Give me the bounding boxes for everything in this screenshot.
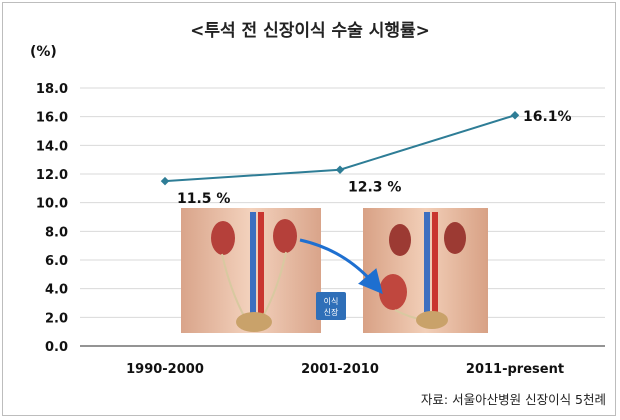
x-tick-label: 2011-present: [466, 362, 564, 377]
data-label: 12.3 %: [348, 180, 401, 196]
x-tick-label: 1990-2000: [126, 362, 204, 377]
data-label: 11.5 %: [177, 191, 230, 207]
y-tick-label: 8.0: [45, 225, 68, 240]
data-point: [160, 176, 170, 186]
x-tick-label: 2001-2010: [301, 362, 379, 377]
x-tick-labels: 1990-2000 2001-2010 2011-present: [126, 362, 564, 377]
y-tick-label: 18.0: [36, 82, 68, 97]
y-tick-label: 14.0: [36, 139, 68, 154]
callout-label-line1: 이식: [324, 296, 339, 306]
series-layer: 11.5 % 12.3 % 16.1%: [160, 109, 572, 207]
source-note: 자료: 서울아산병원 신장이식 5천례: [420, 392, 606, 407]
kidney-transplant-illustration: 이식 신장: [181, 208, 488, 333]
y-tick-labels: 0.0 2.0 4.0 6.0 8.0 10.0 12.0 14.0 16.0 18.0: [36, 82, 68, 355]
y-tick-label: 10.0: [36, 197, 68, 212]
data-point: [510, 110, 520, 120]
chart-frame: [2, 2, 616, 416]
y-tick-label: 6.0: [45, 254, 68, 269]
y-tick-label: 4.0: [45, 283, 68, 298]
y-tick-label: 0.0: [45, 340, 68, 355]
callout-label-line2: 신장: [324, 307, 339, 317]
data-label: 16.1%: [523, 109, 572, 125]
y-axis-unit: (%): [30, 44, 57, 60]
y-tick-label: 2.0: [45, 311, 68, 326]
chart-title: <투석 전 신장이식 수술 시행률>: [190, 21, 430, 41]
data-point: [335, 165, 345, 174]
y-tick-label: 12.0: [36, 168, 68, 183]
y-tick-label: 16.0: [36, 111, 68, 126]
